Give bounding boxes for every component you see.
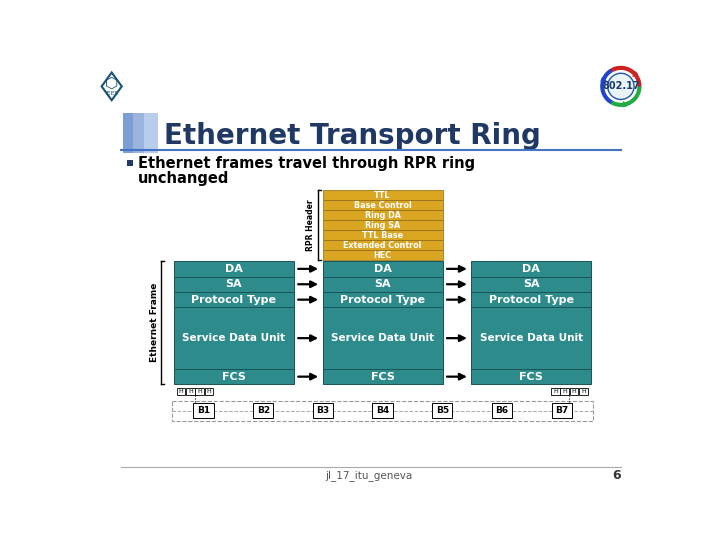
Text: HEC: HEC xyxy=(374,251,392,260)
Text: H: H xyxy=(197,389,202,394)
Bar xyxy=(174,369,294,384)
Text: Protocol Type: Protocol Type xyxy=(192,295,276,305)
Text: SA: SA xyxy=(374,279,391,289)
Bar xyxy=(195,388,204,395)
Text: Ethernet frames travel through RPR ring: Ethernet frames travel through RPR ring xyxy=(138,156,475,171)
Bar xyxy=(323,190,443,200)
Text: FCS: FCS xyxy=(519,372,544,382)
Bar xyxy=(127,160,133,166)
Bar xyxy=(174,276,294,292)
Text: B5: B5 xyxy=(436,406,449,415)
Text: jl_17_itu_geneva: jl_17_itu_geneva xyxy=(325,470,413,481)
Bar xyxy=(472,307,591,369)
Text: DA: DA xyxy=(374,264,392,274)
Bar xyxy=(579,388,588,395)
Bar xyxy=(174,292,294,307)
Bar xyxy=(570,388,578,395)
Bar xyxy=(122,112,137,153)
Text: TTL: TTL xyxy=(374,191,391,200)
Text: Ring SA: Ring SA xyxy=(365,221,400,230)
Bar xyxy=(174,307,294,369)
Text: RPR Header: RPR Header xyxy=(305,200,315,251)
Text: IEEE: IEEE xyxy=(105,91,119,96)
Bar xyxy=(133,112,148,153)
Text: DA: DA xyxy=(523,264,540,274)
Text: H: H xyxy=(581,389,585,394)
Bar xyxy=(551,388,559,395)
Bar xyxy=(253,403,274,418)
Text: ⬡: ⬡ xyxy=(105,76,118,91)
Text: 6: 6 xyxy=(612,469,621,482)
Bar xyxy=(312,403,333,418)
Text: Protocol Type: Protocol Type xyxy=(340,295,425,305)
Bar xyxy=(323,251,443,260)
Bar xyxy=(432,403,452,418)
Text: H: H xyxy=(553,389,558,394)
Bar xyxy=(186,388,194,395)
Text: B7: B7 xyxy=(555,406,568,415)
Bar xyxy=(174,261,294,276)
Bar xyxy=(492,403,512,418)
Text: B1: B1 xyxy=(197,406,210,415)
Text: Ring DA: Ring DA xyxy=(364,211,400,220)
Bar xyxy=(323,369,443,384)
Text: Extended Control: Extended Control xyxy=(343,241,422,250)
Bar xyxy=(472,369,591,384)
Bar xyxy=(323,211,443,220)
Bar xyxy=(144,112,158,153)
Text: Service Data Unit: Service Data Unit xyxy=(480,333,583,343)
Bar xyxy=(472,261,591,276)
Text: H: H xyxy=(179,389,184,394)
Text: 802.17: 802.17 xyxy=(602,82,639,91)
Bar xyxy=(204,388,213,395)
Bar xyxy=(323,307,443,369)
Text: Ethernet Transport Ring: Ethernet Transport Ring xyxy=(163,123,541,151)
Text: H: H xyxy=(572,389,577,394)
Bar xyxy=(472,292,591,307)
Bar xyxy=(472,276,591,292)
Bar xyxy=(194,403,214,418)
Text: B4: B4 xyxy=(376,406,390,415)
Text: H: H xyxy=(562,389,567,394)
Text: B6: B6 xyxy=(495,406,508,415)
Bar xyxy=(323,240,443,251)
Bar xyxy=(323,292,443,307)
Bar xyxy=(323,261,443,276)
Bar xyxy=(323,276,443,292)
Text: FCS: FCS xyxy=(371,372,395,382)
Text: Service Data Unit: Service Data Unit xyxy=(331,333,434,343)
Text: SA: SA xyxy=(523,279,540,289)
Bar xyxy=(177,388,185,395)
Text: DA: DA xyxy=(225,264,243,274)
Text: unchanged: unchanged xyxy=(138,171,230,186)
Text: B3: B3 xyxy=(316,406,330,415)
Bar xyxy=(323,220,443,231)
Text: Base Control: Base Control xyxy=(354,201,411,210)
Bar xyxy=(323,200,443,211)
Bar xyxy=(372,403,392,418)
Bar xyxy=(560,388,569,395)
Text: H: H xyxy=(207,389,212,394)
Text: H: H xyxy=(188,389,193,394)
Circle shape xyxy=(608,73,634,99)
Text: FCS: FCS xyxy=(222,372,246,382)
Text: Protocol Type: Protocol Type xyxy=(489,295,574,305)
Bar xyxy=(172,401,593,421)
Text: TTL Base: TTL Base xyxy=(362,231,403,240)
Text: Ethernet Frame: Ethernet Frame xyxy=(150,283,159,362)
Text: B2: B2 xyxy=(256,406,270,415)
Bar xyxy=(323,231,443,240)
Text: SA: SA xyxy=(225,279,242,289)
Bar xyxy=(552,403,572,418)
Text: Service Data Unit: Service Data Unit xyxy=(182,333,285,343)
